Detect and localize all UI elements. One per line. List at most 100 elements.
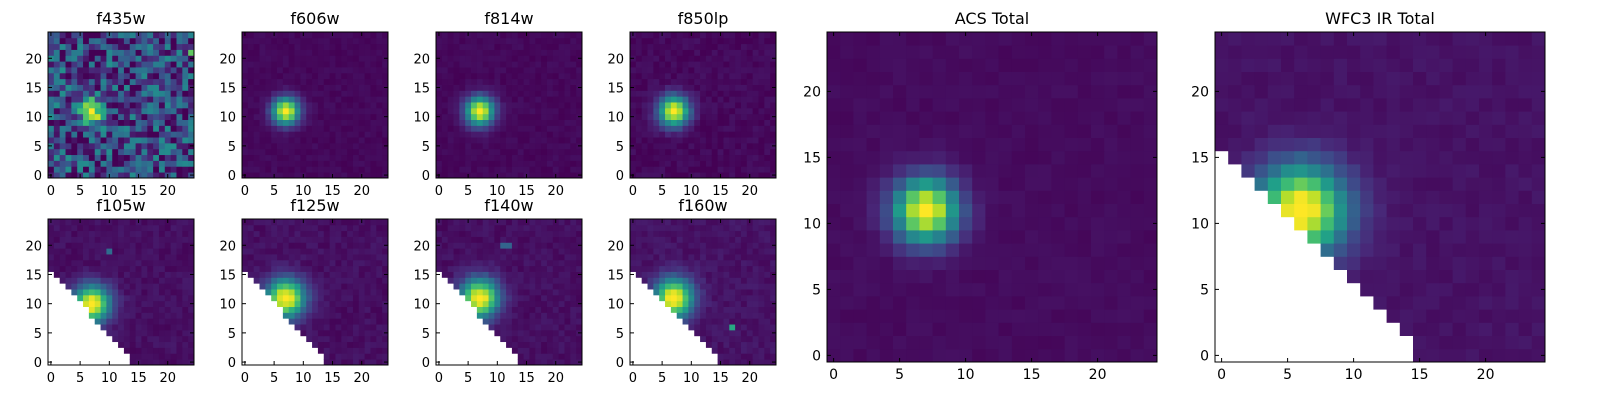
y-tick-label: 20 bbox=[607, 52, 624, 67]
pixel-cell bbox=[740, 230, 748, 237]
pixel-cell bbox=[740, 148, 748, 156]
pixel-cell bbox=[323, 154, 330, 161]
pixel-cell bbox=[700, 67, 707, 74]
pixel-cell bbox=[758, 259, 765, 267]
pixel-cell bbox=[717, 49, 724, 56]
pixel-cell bbox=[300, 84, 307, 91]
pixel-cell bbox=[558, 84, 565, 91]
pixel-cell bbox=[158, 61, 166, 68]
pixel-cell bbox=[665, 160, 672, 167]
pixel-cell bbox=[347, 347, 354, 354]
pixel-cell bbox=[300, 160, 307, 167]
pixel-cell bbox=[83, 78, 90, 85]
pixel-cell bbox=[676, 67, 683, 74]
pixel-cell bbox=[106, 137, 113, 144]
pixel-cell bbox=[352, 259, 360, 267]
pixel-cell bbox=[476, 294, 484, 302]
pixel-cell bbox=[53, 84, 61, 91]
pixel-cell bbox=[176, 119, 183, 126]
pixel-cell bbox=[558, 32, 565, 39]
pixel-cell bbox=[688, 318, 695, 325]
pixel-cell bbox=[147, 102, 154, 109]
pixel-cell bbox=[682, 242, 689, 249]
pixel-cell bbox=[271, 67, 278, 74]
pixel-cell bbox=[341, 32, 348, 39]
pixel-cell bbox=[893, 269, 907, 284]
pixel-cell bbox=[352, 242, 360, 249]
pixel-cell bbox=[106, 160, 113, 167]
pixel-cell bbox=[682, 289, 689, 296]
pixel-cell bbox=[347, 61, 354, 68]
pixel-cell bbox=[352, 289, 360, 296]
pixel-cell bbox=[558, 230, 565, 237]
pixel-cell bbox=[641, 172, 648, 179]
pixel-cell bbox=[164, 312, 172, 319]
pixel-cell bbox=[746, 283, 754, 290]
pixel-cell bbox=[94, 84, 101, 91]
pixel-cell bbox=[100, 172, 107, 179]
pixel-cell bbox=[665, 55, 672, 62]
pixel-cell bbox=[48, 96, 55, 103]
pixel-cell bbox=[112, 84, 119, 91]
pixel-cell bbox=[271, 37, 278, 45]
pixel-cell bbox=[147, 107, 154, 115]
pixel-cell bbox=[746, 254, 754, 261]
pixel-cell bbox=[717, 248, 724, 255]
pixel-cell bbox=[735, 67, 742, 74]
pixel-cell bbox=[83, 107, 90, 115]
pixel-cell bbox=[635, 72, 643, 80]
pixel-cell bbox=[306, 289, 313, 296]
pixel-cell bbox=[118, 289, 125, 296]
pixel-cell bbox=[170, 289, 177, 296]
pixel-cell bbox=[676, 32, 683, 39]
pixel-cell bbox=[242, 224, 249, 232]
pixel-cell bbox=[711, 230, 718, 237]
pixel-cell bbox=[723, 324, 730, 331]
pixel-cell bbox=[447, 219, 454, 226]
pixel-cell bbox=[523, 265, 530, 272]
pixel-cell bbox=[700, 172, 707, 179]
pixel-cell bbox=[176, 277, 183, 284]
pixel-cell bbox=[1038, 335, 1052, 350]
pixel-cell bbox=[641, 166, 648, 173]
pixel-cell bbox=[112, 329, 119, 337]
pixel-cell bbox=[158, 318, 166, 325]
pixel-cell bbox=[158, 67, 166, 74]
pixel-cell bbox=[682, 55, 689, 62]
pixel-cell bbox=[164, 119, 172, 126]
pixel-cell bbox=[106, 61, 113, 68]
pixel-cell bbox=[71, 43, 78, 50]
x-tick-label: 0 bbox=[435, 371, 443, 386]
pixel-cell bbox=[535, 32, 542, 39]
pixel-cell bbox=[370, 72, 377, 80]
pixel-cell bbox=[271, 224, 278, 232]
pixel-cell bbox=[277, 107, 284, 115]
pixel-cell bbox=[705, 125, 713, 132]
pixel-cell bbox=[529, 335, 536, 343]
panel-title-f850lp: f850lp bbox=[678, 9, 729, 28]
pixel-cell bbox=[112, 271, 119, 278]
panel-title-f140w: f140w bbox=[484, 196, 533, 215]
pixel-cell bbox=[447, 166, 454, 173]
pixel-cell bbox=[827, 269, 841, 284]
pixel-cell bbox=[517, 84, 524, 91]
pixel-cell bbox=[541, 300, 548, 307]
pixel-cell bbox=[517, 160, 524, 167]
pixel-cell bbox=[558, 67, 565, 74]
pixel-cell bbox=[517, 55, 524, 62]
pixel-cell bbox=[670, 67, 678, 74]
pixel-cell bbox=[517, 49, 524, 56]
pixel-cell bbox=[735, 230, 742, 237]
pixel-cell bbox=[158, 148, 166, 156]
pixel-cell bbox=[48, 224, 55, 232]
pixel-cell bbox=[740, 347, 748, 354]
pixel-cell bbox=[635, 131, 643, 138]
pixel-cell bbox=[641, 254, 648, 261]
pixel-cell bbox=[529, 67, 536, 74]
pixel-cell bbox=[141, 335, 148, 343]
pixel-cell bbox=[370, 219, 377, 226]
pixel-cell bbox=[347, 172, 354, 179]
pixel-cell bbox=[447, 154, 454, 161]
pixel-cell bbox=[500, 277, 507, 284]
